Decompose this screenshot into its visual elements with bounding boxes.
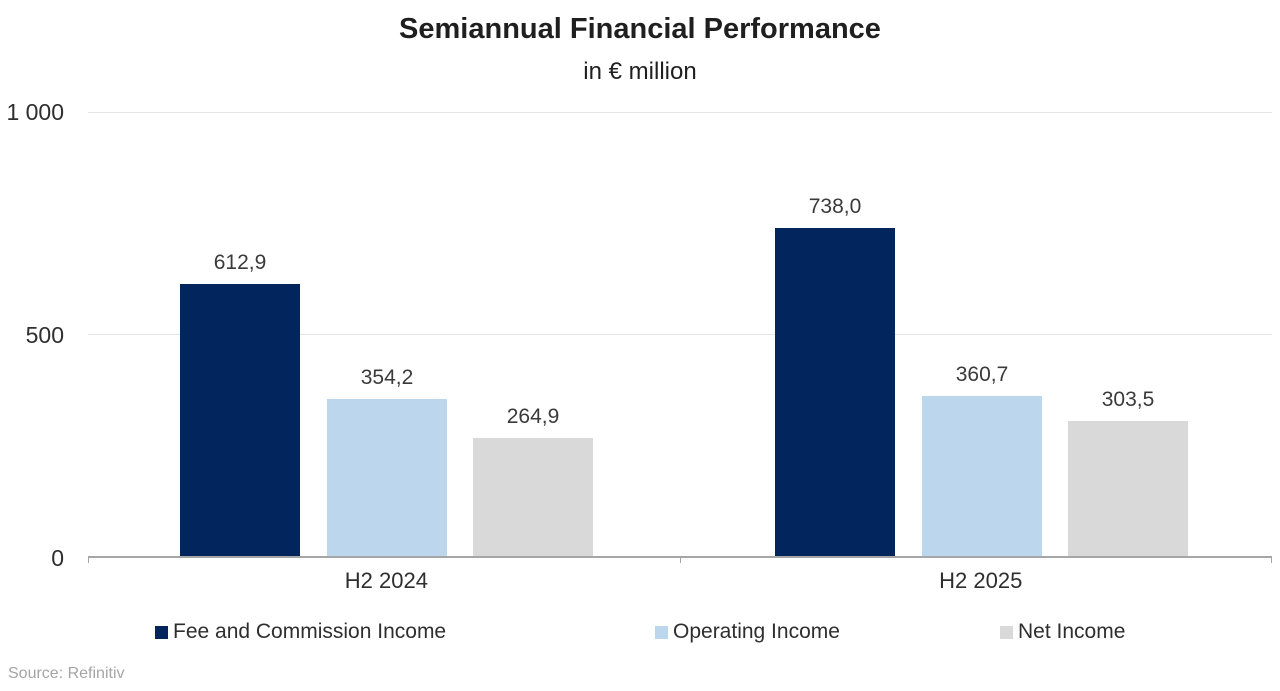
source-note: Source: Refinitiv (8, 665, 125, 682)
bar-h2-2024-fee-and-commission-income: 612,9 (180, 251, 300, 556)
legend-label: Operating Income (673, 620, 840, 643)
legend-item-operating-income: Operating Income (655, 620, 840, 644)
x-axis-label-h2-2025: H2 2025 (939, 568, 1023, 593)
bar-value-label: 303,5 (1101, 388, 1155, 412)
chart-title: Semiannual Financial Performance (399, 13, 881, 45)
legend: Fee and Commission Income Operating Inco… (0, 620, 1280, 648)
bar-h2-2025-operating-income: 360,7 (922, 363, 1042, 556)
legend-swatch-icon (155, 625, 168, 639)
x-axis-tick-right (1271, 556, 1272, 563)
gridline-1000 (88, 112, 1272, 113)
bar-value-label: 264,9 (506, 405, 560, 429)
chart-subtitle: in € million (583, 58, 697, 85)
x-axis-label-h2-2024: H2 2024 (344, 568, 428, 593)
bar-value-label: 360,7 (955, 362, 1009, 386)
legend-label: Net Income (1018, 620, 1126, 643)
legend-item-net-income: Net Income (1000, 620, 1125, 644)
bar-h2-2024-net-income: 264,9 (473, 405, 593, 556)
bar-h2-2025-fee-and-commission-income: 738,0 (775, 195, 895, 556)
y-axis-tick-0: 0 (51, 545, 64, 571)
legend-item-fee-and-commission-income: Fee and Commission Income (155, 620, 446, 644)
bar-value-label: 738,0 (808, 195, 862, 219)
bar-value-label: 612,9 (213, 250, 267, 274)
bar-value-label: 354,2 (360, 365, 414, 389)
x-axis-tick-middle (680, 556, 681, 563)
bar-h2-2025-net-income: 303,5 (1068, 388, 1188, 556)
bar-h2-2024-operating-income: 354,2 (327, 366, 447, 556)
legend-swatch-icon (655, 625, 668, 639)
x-axis-tick-left (88, 556, 89, 563)
gridline-500 (88, 334, 1272, 335)
y-axis-tick-500: 500 (25, 322, 64, 348)
legend-label: Fee and Commission Income (173, 620, 447, 643)
plot-area: 612,9 354,2 264,9 738,0 360,7 303,5 H2 2… (88, 112, 1272, 593)
legend-swatch-icon (1000, 625, 1013, 639)
y-axis-tick-1000: 1 000 (6, 99, 64, 125)
